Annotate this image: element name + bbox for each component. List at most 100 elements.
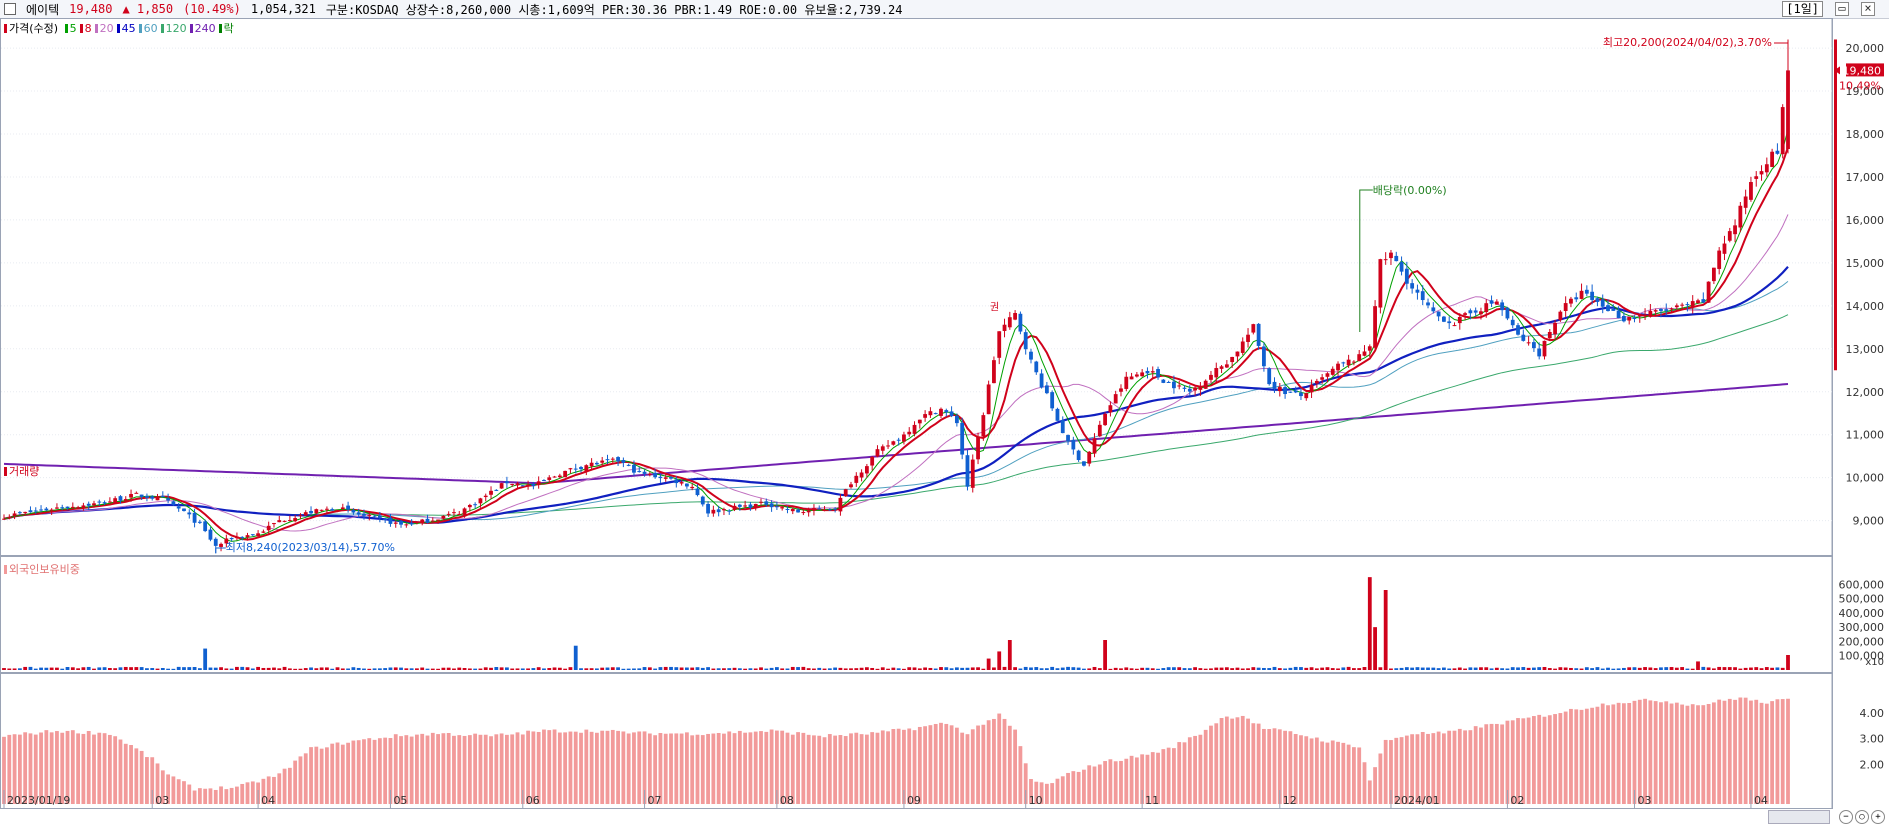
candle-body <box>822 509 827 511</box>
foreign-bar <box>1531 716 1536 804</box>
foreign-bar <box>282 768 287 804</box>
foreign-bar <box>880 730 885 804</box>
volume-bar <box>1537 667 1542 670</box>
window-icon[interactable] <box>4 3 16 15</box>
volume-bar <box>843 668 848 670</box>
foreign-bar <box>600 730 605 804</box>
candle-body <box>515 483 520 486</box>
candle-body <box>362 513 366 516</box>
legend-ma-60: 60 <box>143 22 158 35</box>
volume-bar <box>674 667 679 670</box>
volume-bar <box>462 668 467 670</box>
foreign-bar <box>870 732 875 804</box>
candle-body <box>1653 310 1658 312</box>
candle-body <box>584 465 589 472</box>
foreign-bar <box>1092 766 1097 804</box>
volume-bar <box>1653 668 1658 670</box>
foreign-bar <box>1119 760 1123 804</box>
candle-body <box>224 538 229 544</box>
volume-tick-label: 100,000 <box>1839 650 1885 663</box>
foreign-bar <box>944 723 949 804</box>
foreign-bar <box>960 732 965 804</box>
candle-body <box>1579 290 1584 299</box>
candle-body <box>1314 380 1319 384</box>
candle-body <box>1166 381 1171 383</box>
foreign-bar <box>1150 752 1155 804</box>
candle-body <box>1621 315 1626 322</box>
foreign-bar <box>838 735 843 804</box>
volume-value: 1,054,321 <box>250 2 316 16</box>
volume-bar <box>1256 667 1261 670</box>
zoom-in-icon[interactable]: + <box>1871 810 1885 824</box>
stock-header: 에이텍 19,480 ▲ 1,850 (10.49%) 1,054,321 구분… <box>0 0 1889 19</box>
candle-body <box>309 510 313 514</box>
candle-body <box>483 495 488 498</box>
volume-bar <box>1050 666 1055 670</box>
foreign-bar <box>875 732 880 804</box>
candle-body <box>695 488 700 496</box>
volume-bar <box>573 645 578 670</box>
period-selector[interactable]: [1일] <box>1782 1 1823 17</box>
volume-bar <box>642 667 647 670</box>
foreign-bar <box>452 735 456 804</box>
candle-body <box>1563 303 1568 311</box>
candle-body <box>1595 298 1600 302</box>
volume-bar <box>997 651 1002 670</box>
foreign-bar <box>118 739 123 804</box>
close-icon[interactable]: × <box>1861 2 1875 16</box>
foreign-bar <box>383 737 388 804</box>
foreign-bar <box>1632 700 1637 804</box>
foreign-bar <box>1415 734 1420 804</box>
candle-body <box>679 482 684 484</box>
candle-body <box>1717 250 1722 269</box>
volume-bar <box>1346 666 1351 670</box>
zoom-out-icon[interactable]: − <box>1839 810 1853 824</box>
volume-bar <box>197 668 202 670</box>
volume-bar <box>727 668 732 670</box>
volume-bar <box>1463 668 1467 670</box>
candle-body <box>1553 322 1557 335</box>
candle-body <box>272 523 276 525</box>
foreign-bar <box>1230 718 1235 804</box>
candle-body <box>1124 376 1129 389</box>
restore-icon[interactable]: ▭ <box>1835 2 1849 16</box>
candle-body <box>2 518 6 520</box>
legend-ma-8: 8 <box>84 22 92 35</box>
foreign-bar <box>351 740 356 804</box>
foreign-bar <box>372 739 377 804</box>
foreign-bar <box>1262 728 1266 804</box>
foreign-bar <box>1251 723 1256 804</box>
foreign-bar <box>1288 731 1293 804</box>
volume-bar <box>1404 667 1409 670</box>
candle-body <box>1616 310 1621 319</box>
foreign-bar <box>854 732 859 804</box>
legend-swatch-5 <box>160 24 164 33</box>
foreign-bar <box>949 725 954 804</box>
foreign-bar <box>579 732 583 804</box>
volume-bar <box>1103 640 1108 670</box>
zoom-reset-icon[interactable]: ○ <box>1855 810 1869 824</box>
candle-body <box>849 484 853 488</box>
candle-body <box>1510 319 1515 326</box>
volume-bar <box>134 667 139 670</box>
foreign-bar <box>1177 742 1182 804</box>
candle-body <box>277 520 282 523</box>
chart-scrollbar[interactable] <box>1768 810 1830 824</box>
foreign-bar <box>706 733 710 804</box>
volume-bar <box>976 667 980 670</box>
volume-bar <box>171 668 176 670</box>
volume-bar <box>1505 668 1510 670</box>
candle-body <box>150 496 155 499</box>
foreign-bar <box>1166 747 1171 804</box>
foreign-bar <box>1643 698 1647 804</box>
candle-body <box>457 513 462 515</box>
volume-bar <box>441 667 446 670</box>
foreign-bar <box>1431 733 1436 804</box>
foreign-bar <box>457 735 462 804</box>
volume-bar <box>917 668 922 670</box>
volume-bar <box>1701 666 1706 670</box>
volume-bar <box>1452 668 1457 670</box>
volume-bar <box>695 667 700 670</box>
candle-body <box>81 505 86 508</box>
